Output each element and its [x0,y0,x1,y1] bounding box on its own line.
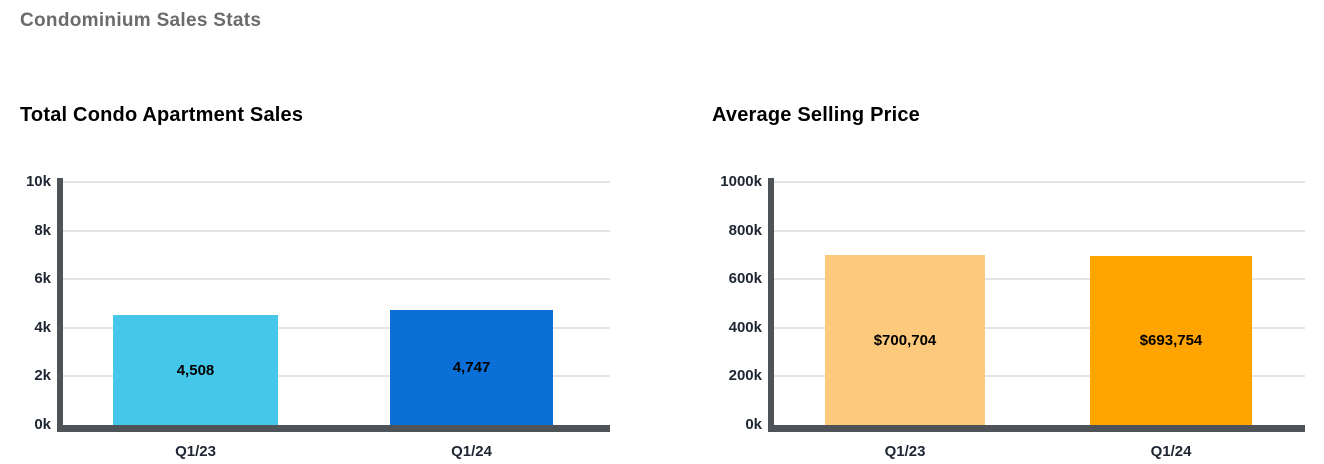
x-axis-line [768,425,1305,432]
y-axis-line [768,178,774,432]
y-axis-tick-label: 0k [34,416,51,433]
x-axis-tick-label: Q1/24 [1150,443,1192,460]
gridline [63,181,610,183]
y-axis-tick-label: 2k [34,367,51,385]
y-axis-tick-label: 400k [728,318,762,336]
gridline [63,375,610,378]
x-axis-tick-label: Q1/24 [451,443,492,460]
gridline [774,181,1305,183]
x-axis-tick-label: Q1/23 [175,443,216,460]
gridline [774,326,1305,329]
bar-q1-24: 4,747 [390,310,553,425]
y-axis-tick-label: 200k [728,367,762,385]
page-title: Condominium Sales Stats [20,10,262,31]
gridline [774,278,1305,281]
gridline [774,229,1305,232]
gridline [63,278,610,281]
y-axis-tick-label: 6k [34,270,51,288]
y-axis-tick-label: 10k [25,173,51,190]
x-axis-line [57,425,610,432]
bar-value-label: $700,704 [873,331,937,349]
y-axis-tick-label: 1000k [720,173,762,190]
gridline [774,375,1305,378]
x-axis-tick-label: Q1/23 [884,443,926,460]
gridline [63,326,610,329]
y-axis-line [57,178,63,432]
y-axis-tick-label: 8k [34,221,51,239]
y-axis-tick-label: 4k [34,318,51,336]
y-axis-tick-label: 800k [728,221,762,239]
bar-q1-23: 4,508 [113,315,278,425]
gridline [63,229,610,232]
chart-title-average-selling-price: Average Selling Price [712,104,920,126]
y-axis-tick-label: 600k [728,270,762,288]
bar-q1-24: $693,754 [1090,256,1252,425]
bar-value-label: $693,754 [1139,332,1203,349]
bar-q1-23: $700,704 [825,255,985,425]
chart-title-total-condo-sales: Total Condo Apartment Sales [20,104,304,126]
bar-value-label: 4,747 [452,359,491,376]
y-axis-tick-label: 0k [745,416,762,433]
bar-value-label: 4,508 [176,361,215,379]
